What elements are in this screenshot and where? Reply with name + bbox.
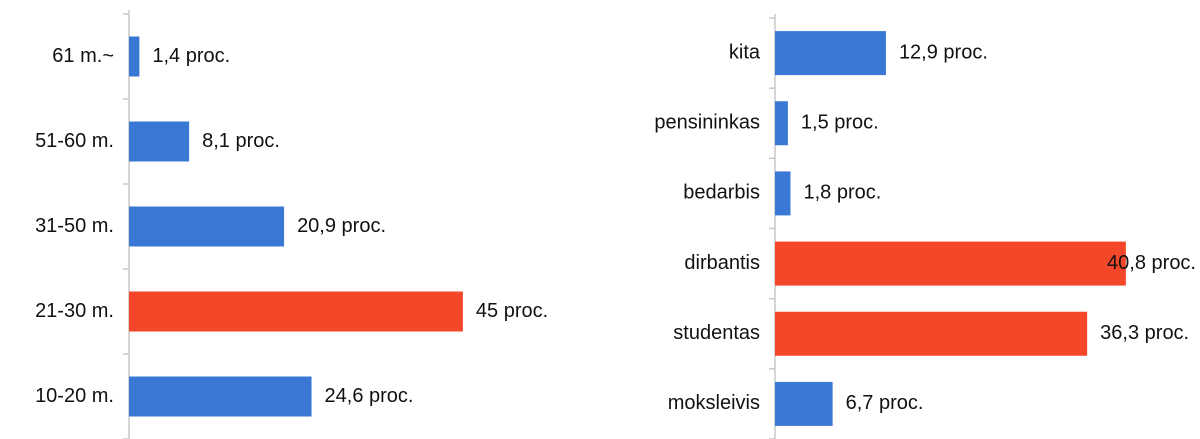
value-label: 45 proc. — [476, 300, 548, 322]
bar — [775, 311, 1088, 356]
category-label: 51-60 m. — [35, 130, 114, 152]
bar — [775, 171, 791, 216]
category-label: moksleivis — [668, 392, 760, 414]
value-label: 8,1 proc. — [202, 130, 280, 152]
category-label: bedarbis — [683, 182, 760, 204]
value-label: 1,4 proc. — [152, 45, 230, 67]
category-label: dirbantis — [684, 252, 760, 274]
value-label: 20,9 proc. — [297, 215, 386, 237]
bar — [775, 241, 1126, 286]
category-label: pensininkas — [654, 112, 760, 134]
bar — [129, 121, 190, 162]
category-label: 21-30 m. — [35, 300, 114, 322]
category-label: studentas — [673, 322, 760, 344]
value-label: 1,8 proc. — [803, 182, 881, 204]
value-label: 24,6 proc. — [325, 385, 414, 407]
bar — [775, 31, 886, 76]
bar — [129, 291, 463, 332]
bar — [129, 206, 285, 247]
value-label: 1,5 proc. — [801, 112, 879, 134]
category-label: 61 m.~ — [52, 45, 114, 67]
value-label: 12,9 proc. — [899, 41, 988, 63]
bar — [775, 101, 788, 146]
bar — [129, 376, 312, 417]
category-label: kita — [729, 41, 761, 63]
value-label: 40,8 proc. — [1107, 252, 1196, 274]
category-label: 10-20 m. — [35, 385, 114, 407]
bar — [129, 36, 140, 77]
value-label: 36,3 proc. — [1100, 322, 1189, 344]
value-label: 6,7 proc. — [846, 392, 924, 414]
bar — [775, 381, 833, 426]
category-label: 31-50 m. — [35, 215, 114, 237]
